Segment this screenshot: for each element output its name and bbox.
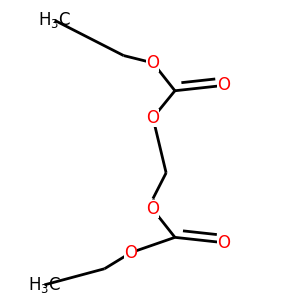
Text: O: O xyxy=(146,109,159,127)
Text: O: O xyxy=(217,234,230,252)
Text: $\mathrm{H_3C}$: $\mathrm{H_3C}$ xyxy=(38,11,71,30)
Text: $\mathrm{H_3C}$: $\mathrm{H_3C}$ xyxy=(28,275,61,295)
Text: O: O xyxy=(146,200,159,218)
Text: O: O xyxy=(146,54,159,72)
Text: O: O xyxy=(124,244,137,262)
Text: O: O xyxy=(217,76,230,94)
